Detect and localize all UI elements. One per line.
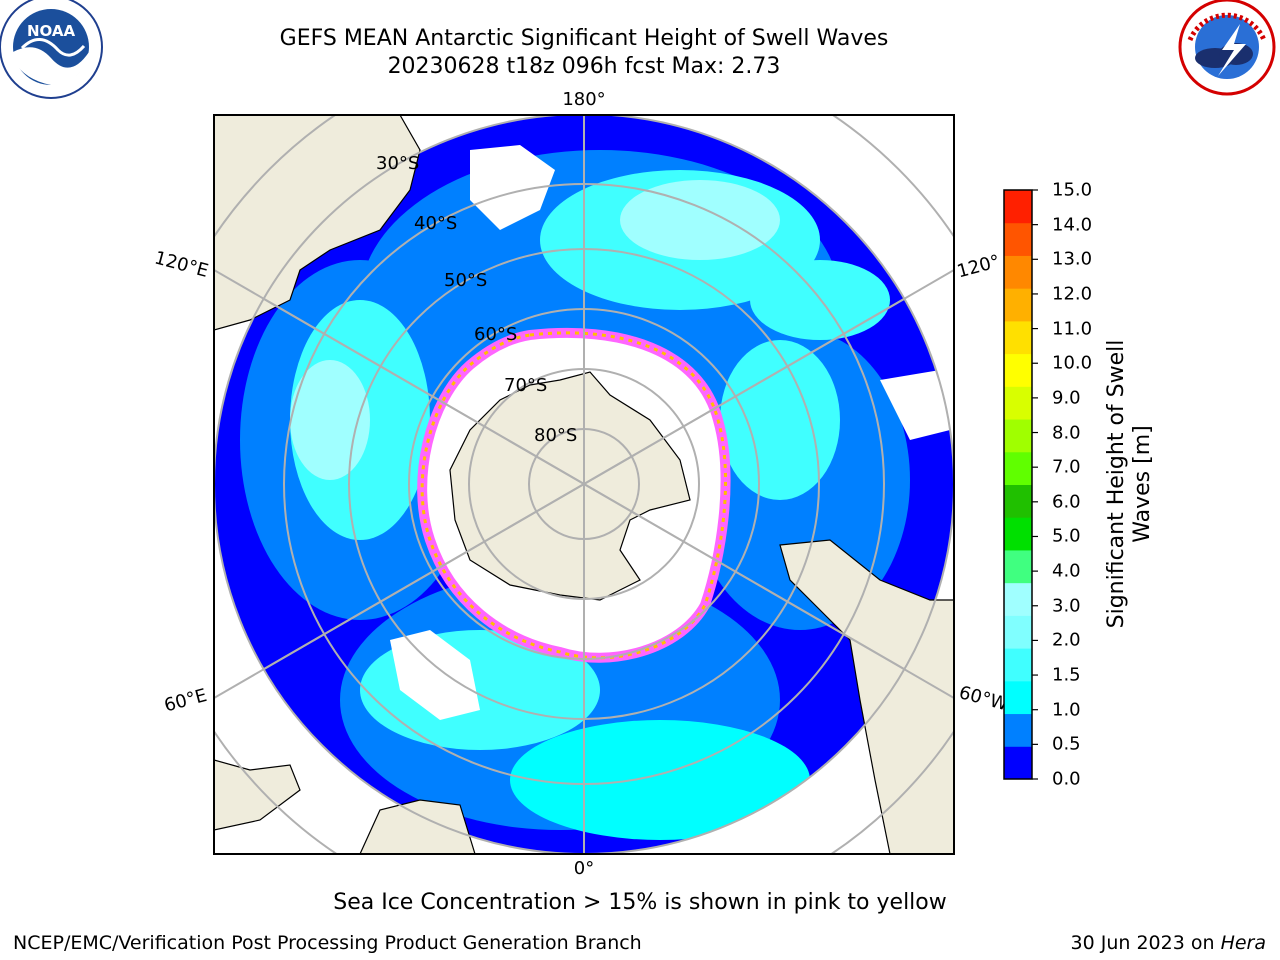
colorbar-label-line1: Significant Height of Swell: [1104, 339, 1129, 629]
noaa-logo: NOAA: [0, 0, 103, 99]
colorbar-tick-label: 14.0: [1052, 214, 1093, 236]
lat-label-80s: 80°S: [534, 425, 577, 446]
colorbar-tick-label: 0.5: [1052, 733, 1081, 755]
lat-label-40s: 40°S: [414, 213, 457, 234]
colorbar-bin: [1004, 517, 1032, 551]
colorbar-tick-label: 11.0: [1052, 318, 1093, 340]
lon-label-60e: 60°E: [162, 685, 209, 716]
lon-label-0: 0°: [574, 858, 594, 879]
date-line: 30 Jun 2023 on Hera: [1071, 932, 1266, 954]
colorbar-bin: [1004, 582, 1032, 616]
chart-title: GEFS MEAN Antarctic Significant Height o…: [279, 26, 889, 51]
credit-line: NCEP/EMC/Verification Post Processing Pr…: [13, 932, 642, 954]
colorbar-tick-label: 5.0: [1052, 525, 1081, 547]
colorbar-bin: [1004, 222, 1032, 256]
lon-label-120e: 120°E: [152, 247, 210, 281]
colorbar-bin: [1004, 190, 1032, 224]
colorbar-label-line2: Waves [m]: [1130, 425, 1155, 543]
colorbar-bin: [1004, 713, 1032, 747]
colorbar-tick-label: 3.0: [1052, 595, 1081, 617]
colorbar-bin: [1004, 648, 1032, 682]
graticule: [214, 115, 954, 854]
colorbar-tick-label: 8.0: [1052, 422, 1081, 444]
chart-subtitle: 20230628 t18z 096h fcst Max: 2.73: [387, 54, 781, 79]
colorbar-bin: [1004, 320, 1032, 355]
lon-label-60w: 60°W: [957, 682, 1011, 715]
colorbar-tick-label: 7.0: [1052, 456, 1081, 478]
lat-label-70s: 70°S: [504, 375, 547, 396]
lat-label-60s: 60°S: [474, 324, 517, 345]
colorbar-tick-label: 1.0: [1052, 699, 1081, 721]
svg-text:NOAA: NOAA: [27, 22, 76, 40]
colorbar-bin: [1004, 353, 1032, 387]
colorbar-bin: [1004, 419, 1032, 453]
lat-label-30s: 30°S: [376, 153, 419, 174]
date-text: 30 Jun 2023 on: [1070, 932, 1221, 954]
lon-label-120w: 120°: [955, 251, 1002, 283]
colorbar-tick-label: 2.0: [1052, 629, 1081, 651]
colorbar-tick-label: 1.5: [1052, 664, 1081, 686]
colorbar-tick-label: 12.0: [1052, 283, 1093, 305]
colorbar-tick-label: 15.0: [1052, 179, 1093, 201]
colorbar-bin: [1004, 549, 1032, 584]
lon-label-180: 180°: [562, 89, 605, 110]
colorbar: [1003, 189, 1038, 780]
colorbar-tick-label: 9.0: [1052, 387, 1081, 409]
colorbar-tick-label: 6.0: [1052, 491, 1081, 513]
swell-field: [214, 114, 954, 854]
colorbar-bin: [1004, 746, 1032, 780]
colorbar-bin: [1004, 451, 1032, 485]
nws-logo: [1178, 0, 1276, 96]
colorbar-tick-label: 13.0: [1052, 248, 1093, 270]
colorbar-tick-label: 4.0: [1052, 560, 1081, 582]
machine-name: Hera: [1220, 932, 1266, 954]
colorbar-bin: [1004, 680, 1032, 715]
lat-label-50s: 50°S: [444, 270, 487, 291]
map-frame: [213, 114, 955, 855]
colorbar-bin: [1004, 288, 1032, 322]
colorbar-bin: [1004, 386, 1032, 420]
colorbar-tick-label: 10.0: [1052, 352, 1093, 374]
colorbar-tick-label: 0.0: [1052, 768, 1081, 790]
colorbar-bin: [1004, 484, 1032, 518]
colorbar-label: Significant Height of Swell Waves [m]: [1104, 340, 1156, 629]
colorbar-bin: [1004, 255, 1032, 289]
antarctica: [449, 371, 691, 601]
map-caption: Sea Ice Concentration > 15% is shown in …: [333, 890, 947, 915]
colorbar-frame: [1003, 189, 1033, 780]
colorbar-bin: [1004, 615, 1032, 649]
